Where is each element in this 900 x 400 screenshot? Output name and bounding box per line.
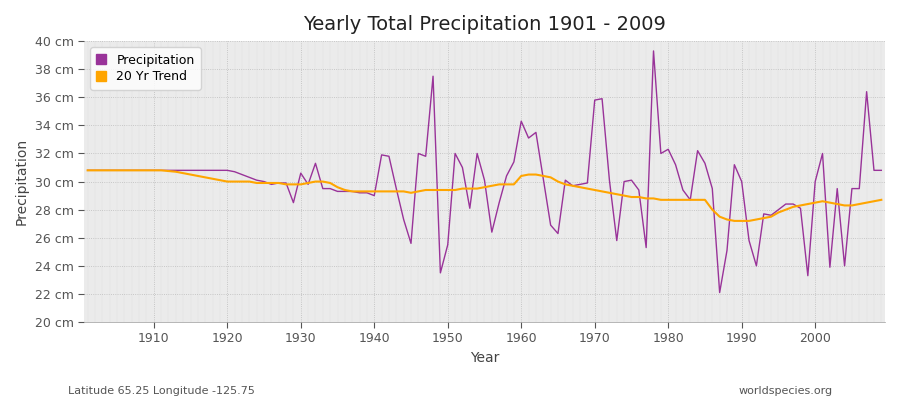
Line: 20 Yr Trend: 20 Yr Trend <box>87 170 881 221</box>
Precipitation <box>82 168 93 173</box>
20 Yr Trend <box>516 174 526 178</box>
20 Yr Trend <box>82 168 93 173</box>
Precipitation <box>302 182 313 187</box>
Precipitation <box>715 290 725 295</box>
Text: worldspecies.org: worldspecies.org <box>738 386 833 396</box>
20 Yr Trend <box>141 168 152 173</box>
20 Yr Trend <box>604 190 615 195</box>
Precipitation <box>604 178 615 182</box>
Legend: Precipitation, 20 Yr Trend: Precipitation, 20 Yr Trend <box>90 47 201 90</box>
20 Yr Trend <box>302 180 313 185</box>
Precipitation <box>508 160 519 164</box>
20 Yr Trend <box>346 189 357 194</box>
X-axis label: Year: Year <box>470 351 500 365</box>
20 Yr Trend <box>876 198 886 202</box>
20 Yr Trend <box>508 182 519 187</box>
Y-axis label: Precipitation: Precipitation <box>15 138 29 225</box>
Title: Yearly Total Precipitation 1901 - 2009: Yearly Total Precipitation 1901 - 2009 <box>303 15 666 34</box>
Precipitation <box>876 168 886 173</box>
Precipitation <box>346 189 357 194</box>
Precipitation <box>141 168 152 173</box>
Precipitation <box>516 119 526 124</box>
20 Yr Trend <box>729 218 740 223</box>
Precipitation <box>648 48 659 53</box>
Text: Latitude 65.25 Longitude -125.75: Latitude 65.25 Longitude -125.75 <box>68 386 255 396</box>
Line: Precipitation: Precipitation <box>87 51 881 292</box>
